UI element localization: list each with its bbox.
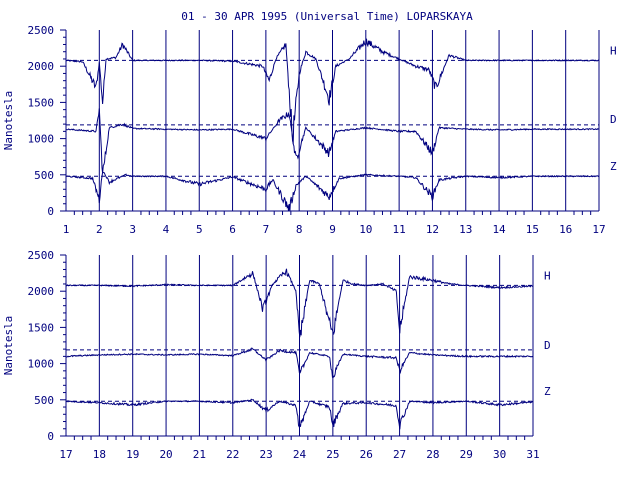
x-tick-label: 26 bbox=[360, 448, 373, 461]
x-tick-label: 19 bbox=[126, 448, 139, 461]
x-tick-label: 17 bbox=[59, 448, 72, 461]
x-tick-label: 18 bbox=[93, 448, 106, 461]
x-tick-label: 24 bbox=[293, 448, 307, 461]
x-tick-label: 9 bbox=[329, 223, 336, 236]
x-tick-label: 23 bbox=[260, 448, 273, 461]
x-tick-label: 8 bbox=[296, 223, 303, 236]
x-tick-label: 5 bbox=[196, 223, 203, 236]
x-tick-label: 4 bbox=[163, 223, 170, 236]
x-tick-label: 31 bbox=[526, 448, 539, 461]
series-label-z: Z bbox=[544, 385, 551, 398]
y-tick-label: 1500 bbox=[28, 321, 55, 334]
y-tick-label: 500 bbox=[34, 169, 54, 182]
series-trace-z bbox=[65, 398, 534, 430]
x-tick-label: 3 bbox=[129, 223, 136, 236]
series-trace-d bbox=[65, 108, 600, 174]
x-tick-label: 11 bbox=[393, 223, 406, 236]
x-tick-label: 15 bbox=[526, 223, 539, 236]
x-tick-label: 29 bbox=[460, 448, 473, 461]
y-tick-label: 2500 bbox=[28, 249, 55, 262]
series-label-d: D bbox=[544, 339, 551, 352]
x-tick-label: 10 bbox=[359, 223, 372, 236]
y-tick-label: 0 bbox=[47, 430, 54, 443]
x-tick-label: 28 bbox=[426, 448, 439, 461]
x-tick-label: 22 bbox=[226, 448, 239, 461]
y-tick-label: 0 bbox=[47, 205, 54, 218]
x-tick-label: 25 bbox=[326, 448, 339, 461]
x-tick-label: 27 bbox=[393, 448, 406, 461]
y-axis-label: Nanotesla bbox=[2, 316, 15, 376]
x-tick-label: 2 bbox=[96, 223, 103, 236]
series-trace-h bbox=[65, 38, 600, 144]
y-tick-label: 1000 bbox=[28, 133, 55, 146]
x-tick-label: 1 bbox=[63, 223, 70, 236]
chart-title: 01 - 30 APR 1995 (Universal Time) LOPARS… bbox=[181, 10, 473, 23]
x-tick-label: 14 bbox=[492, 223, 506, 236]
series-label-h: H bbox=[544, 269, 551, 282]
x-tick-label: 7 bbox=[263, 223, 270, 236]
y-tick-label: 2000 bbox=[28, 285, 55, 298]
series-trace-z bbox=[65, 171, 600, 212]
y-tick-label: 1000 bbox=[28, 358, 55, 371]
x-tick-label: 17 bbox=[592, 223, 605, 236]
x-tick-label: 16 bbox=[559, 223, 572, 236]
x-tick-label: 6 bbox=[229, 223, 236, 236]
series-trace-h bbox=[66, 268, 534, 338]
y-tick-label: 2500 bbox=[28, 24, 55, 37]
x-tick-label: 30 bbox=[493, 448, 506, 461]
y-tick-label: 500 bbox=[34, 394, 54, 407]
x-tick-label: 13 bbox=[459, 223, 472, 236]
series-label-h: H bbox=[610, 44, 617, 57]
series-label-d: D bbox=[610, 113, 617, 126]
series-trace-d bbox=[65, 347, 534, 378]
y-tick-label: 2000 bbox=[28, 60, 55, 73]
series-label-z: Z bbox=[610, 160, 617, 173]
x-tick-label: 20 bbox=[159, 448, 172, 461]
y-axis-label: Nanotesla bbox=[2, 91, 15, 151]
x-tick-label: 12 bbox=[426, 223, 439, 236]
x-tick-label: 21 bbox=[193, 448, 206, 461]
y-tick-label: 1500 bbox=[28, 96, 55, 109]
